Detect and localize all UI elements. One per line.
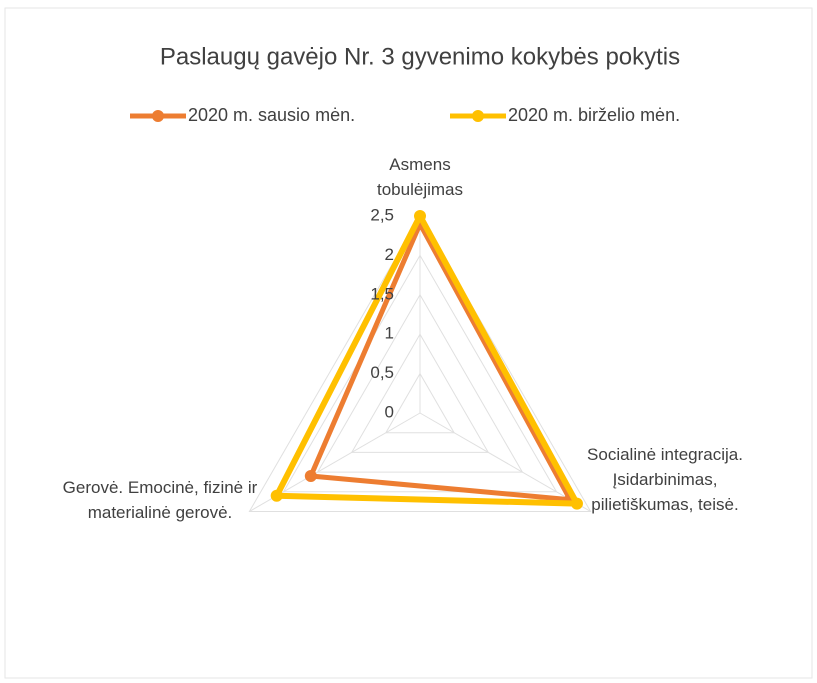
grid-ring [385, 372, 455, 434]
series-marker [414, 210, 426, 222]
chart-border [4, 7, 813, 679]
legend-marker [472, 110, 484, 122]
grid-ring [282, 254, 558, 493]
grid-ring [248, 214, 592, 512]
tick-label: 1,5 [370, 284, 394, 303]
legend-label: 2020 m. sausio mėn. [188, 105, 355, 125]
series-line [273, 213, 580, 507]
tick-label: 0 [385, 402, 394, 421]
tick-label: 1 [385, 324, 394, 343]
series-marker [570, 497, 583, 510]
tick-label: 0,5 [370, 363, 394, 382]
category-label: Gerovė. Emocinė, fizinė ir materialinė g… [62, 478, 258, 522]
series-marker [304, 470, 317, 483]
category-label: Socialinė integracija. Įsidarbinimas, pi… [587, 445, 743, 514]
legend-marker [152, 110, 164, 122]
legend-label: 2020 m. birželio mėn. [508, 105, 680, 125]
series-line [308, 221, 573, 503]
spoke [419, 412, 591, 512]
chart-title: Paslaugų gavėjo Nr. 3 gyvenimo kokybės p… [160, 43, 680, 70]
grid-ring [350, 333, 490, 453]
series-marker [270, 489, 283, 502]
tick-label: 2 [385, 245, 394, 264]
category-label: Asmens tobulėjimas [377, 155, 463, 199]
grid-ring [316, 293, 524, 473]
tick-label: 2,5 [370, 205, 394, 224]
